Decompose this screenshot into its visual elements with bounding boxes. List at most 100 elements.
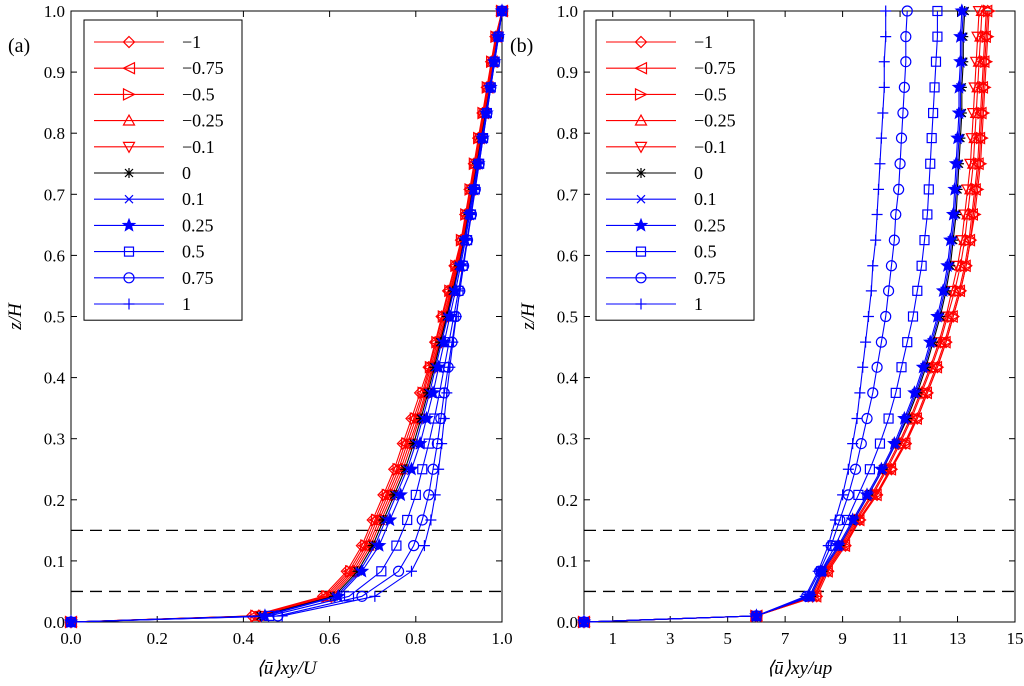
y-tick-label: 0.3	[44, 430, 65, 449]
data-point	[837, 489, 849, 501]
data-point	[900, 56, 912, 68]
data-point	[950, 130, 965, 145]
data-point	[461, 234, 473, 246]
legend-label: 0.75	[182, 268, 214, 288]
legend-label: 0.5	[694, 242, 717, 262]
data-point	[847, 438, 859, 450]
data-point	[842, 463, 854, 475]
data-point	[389, 489, 400, 500]
legend-marker	[122, 61, 136, 75]
data-point	[417, 464, 428, 475]
legend-marker	[124, 168, 134, 178]
legend-label: 0.25	[182, 215, 214, 235]
data-point	[423, 438, 434, 449]
legend-marker	[123, 298, 135, 310]
data-point	[958, 209, 972, 222]
data-point	[969, 56, 983, 69]
data-point	[981, 30, 995, 44]
data-point	[880, 5, 892, 17]
data-point	[441, 387, 453, 399]
legend-marker	[122, 87, 136, 101]
legend-marker	[635, 298, 647, 310]
data-point	[878, 81, 890, 93]
legend-marker	[121, 217, 137, 232]
data-point	[831, 537, 846, 552]
data-point	[854, 387, 866, 399]
data-point	[484, 81, 496, 93]
x-tick-label: 13	[949, 629, 966, 648]
data-point	[829, 514, 841, 526]
data-point	[907, 311, 919, 322]
data-point	[465, 208, 477, 220]
y-tick-label: 0.4	[44, 369, 66, 388]
data-point	[893, 183, 905, 196]
y-tick-label: 0.9	[44, 63, 65, 82]
data-point	[860, 336, 872, 348]
data-point	[356, 590, 368, 602]
legend-label: 0.1	[182, 189, 205, 209]
data-point	[975, 131, 989, 145]
y-tick-label: 0.1	[557, 552, 578, 571]
legend-box	[83, 19, 243, 321]
legend-marker	[636, 168, 646, 178]
data-point	[922, 334, 938, 349]
data-point	[897, 107, 909, 119]
data-point	[454, 285, 466, 297]
x-tick-label: 0.2	[147, 629, 168, 648]
data-point	[65, 616, 77, 628]
x-tick-label: 1	[608, 629, 617, 648]
data-point	[932, 5, 943, 17]
legend-label: 0.75	[694, 268, 726, 288]
panel-label: (a)	[8, 35, 30, 57]
data-point	[867, 260, 879, 272]
data-point	[883, 413, 894, 424]
data-point	[930, 308, 945, 323]
data-point	[425, 385, 441, 400]
data-point	[436, 438, 448, 450]
data-point	[415, 413, 426, 424]
data-point	[916, 260, 927, 271]
data-point	[983, 4, 996, 18]
data-point	[391, 540, 402, 551]
data-point	[953, 54, 968, 68]
legend-label: −0.1	[694, 137, 727, 157]
y-tick-label: 0.0	[44, 613, 65, 632]
y-axis-label: z/H	[5, 302, 26, 331]
y-tick-label: 0.5	[44, 308, 65, 327]
data-point	[410, 489, 421, 501]
x-tick-label: 0.8	[405, 629, 426, 648]
legend-marker	[634, 113, 648, 126]
data-point	[954, 3, 970, 18]
data-point	[444, 361, 456, 373]
data-point	[450, 311, 462, 322]
x-tick-label: 5	[723, 629, 732, 648]
legend-marker	[635, 272, 647, 284]
data-point	[369, 590, 381, 602]
series-line	[70, 10, 503, 623]
legend-label: 0	[694, 163, 703, 183]
legend-label: −0.75	[182, 58, 224, 78]
data-point	[865, 285, 877, 297]
data-point	[469, 183, 481, 195]
data-point	[928, 107, 939, 119]
data-point	[874, 158, 886, 170]
data-point	[393, 487, 408, 502]
data-point	[888, 234, 900, 246]
y-tick-label: 0.2	[557, 491, 578, 510]
data-point	[895, 132, 908, 144]
series-line	[583, 10, 964, 623]
x-axis-label: ⟨ū⟩xy/U	[256, 658, 317, 679]
data-point	[923, 184, 934, 195]
legend-marker	[124, 194, 134, 204]
data-point	[473, 158, 485, 170]
legend-label: 0	[182, 163, 191, 183]
data-point	[447, 336, 459, 348]
data-point	[932, 31, 943, 42]
data-point	[438, 413, 450, 425]
data-point	[977, 106, 991, 120]
data-point	[864, 464, 875, 475]
legend-label: 0.5	[182, 242, 205, 262]
data-point	[276, 610, 288, 622]
data-point	[343, 591, 355, 602]
legend-marker	[123, 272, 135, 284]
